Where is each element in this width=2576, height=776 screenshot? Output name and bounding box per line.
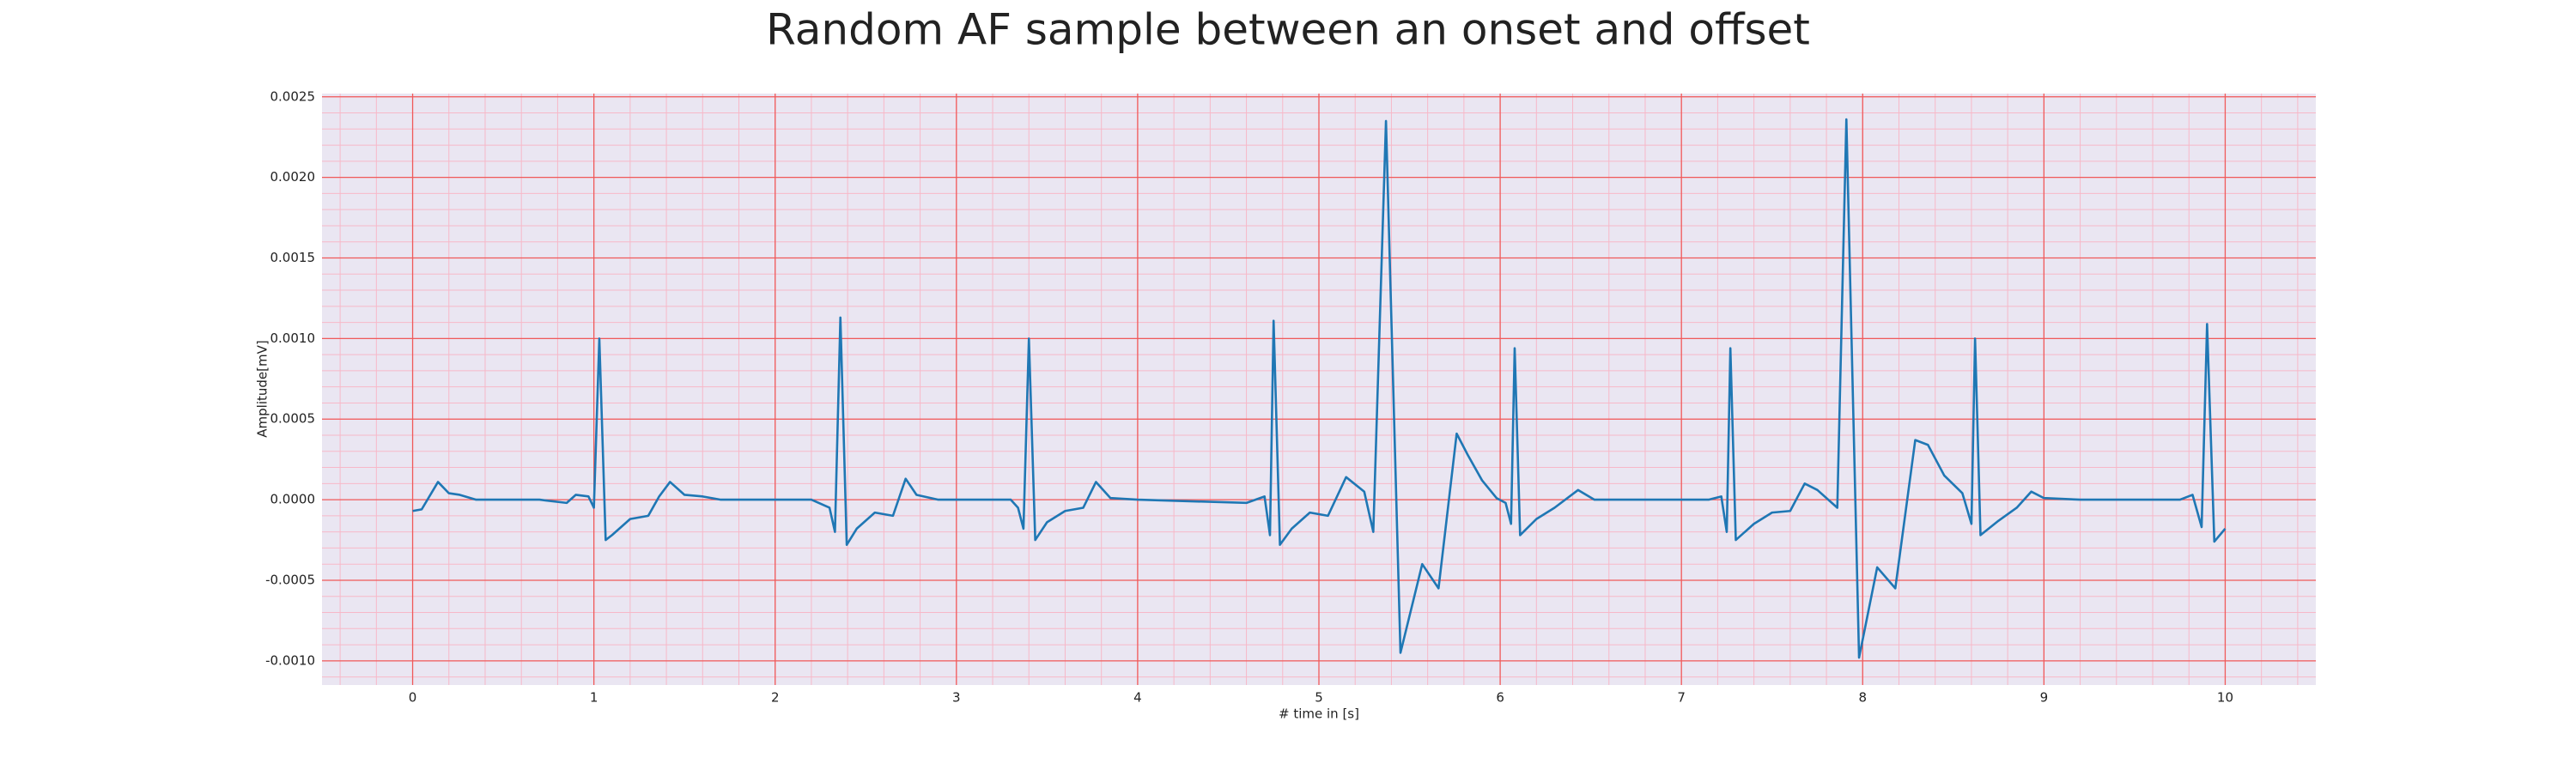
x-tick-label: 5 <box>1315 690 1323 706</box>
x-tick-label: 3 <box>952 690 961 706</box>
x-tick-label: 8 <box>1858 690 1867 706</box>
x-tick-label: 4 <box>1133 690 1142 706</box>
x-tick-label: 9 <box>2040 690 2049 706</box>
x-tick-label: 10 <box>2217 690 2233 706</box>
chart-title: Random AF sample between an onset and of… <box>766 5 1810 55</box>
x-axis-label: # time in [s] <box>1279 706 1359 722</box>
y-tick-label: 0.0005 <box>270 411 316 427</box>
x-tick-label: 0 <box>409 690 417 706</box>
x-tick-label: 6 <box>1496 690 1504 706</box>
x-tick-label: 1 <box>590 690 598 706</box>
y-tick-label: -0.0005 <box>265 572 315 587</box>
y-tick-label: 0.0015 <box>270 250 316 265</box>
x-tick-label: 7 <box>1677 690 1686 706</box>
y-axis-label: Amplitude[mV] <box>255 340 270 437</box>
y-tick-label: -0.0010 <box>265 652 315 668</box>
y-tick-label: 0.0010 <box>270 330 316 346</box>
y-tick-label: 0.0025 <box>270 88 316 104</box>
signal-line <box>412 118 2227 659</box>
x-tick-label: 2 <box>771 690 780 706</box>
y-tick-label: 0.0000 <box>270 492 316 507</box>
y-tick-label: 0.0020 <box>270 169 316 185</box>
